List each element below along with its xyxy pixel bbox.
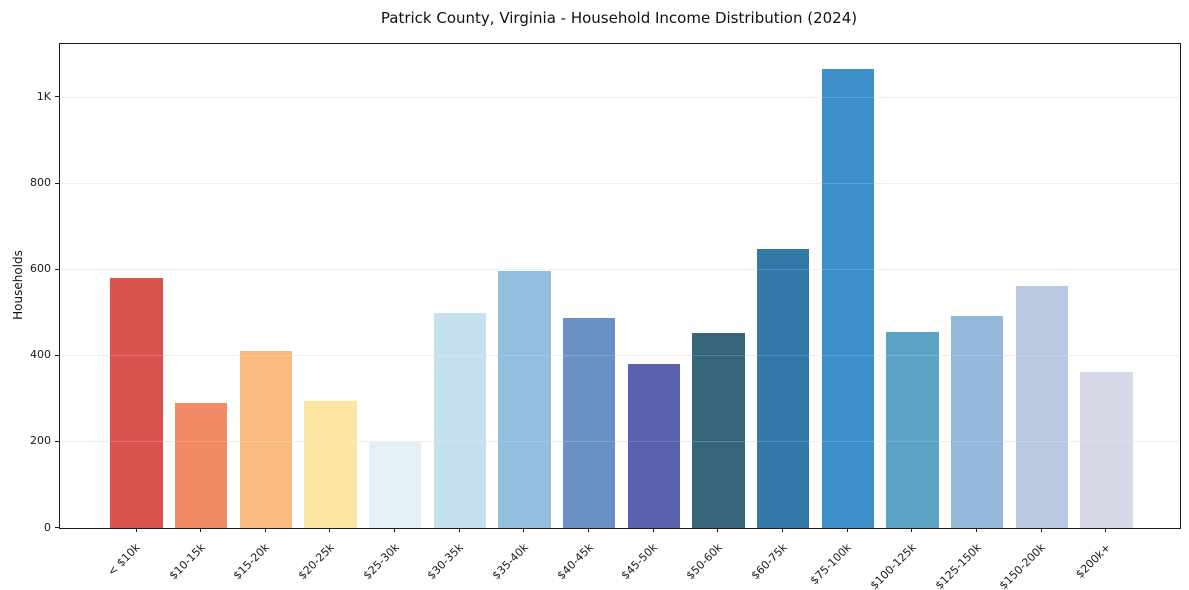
gridline-overlay-1K — [60, 96, 1180, 98]
x-tick-label-text: $15-20k — [231, 540, 273, 583]
bar-50-60k — [692, 332, 745, 528]
x-tick-mark-9 — [717, 528, 719, 532]
gridline-overlay-400 — [60, 355, 1180, 357]
gridline-y-1K — [60, 96, 1180, 98]
y-tick-mark-400 — [55, 354, 59, 356]
bar-200k — [1080, 371, 1133, 528]
x-tick-label-text: $45-50k — [619, 540, 661, 583]
bar-25-30k — [368, 441, 422, 528]
y-tick-mark-800 — [55, 182, 59, 184]
x-tick-label-text: < $10k — [105, 540, 144, 579]
bar-40-45k — [562, 317, 616, 528]
y-axis-label: Households — [11, 250, 25, 320]
x-tick-label-text: $35-40k — [489, 540, 532, 583]
bar-60-75k — [756, 248, 810, 528]
bar-75-100k — [821, 68, 874, 528]
y-tick-label-0: 0 — [44, 520, 51, 534]
x-tick-mark-2 — [264, 528, 266, 532]
y-tick-mark-200 — [55, 440, 59, 442]
bar-100-125k — [886, 331, 939, 528]
x-tick-label-text: $100-125k — [867, 540, 920, 590]
y-tick-mark-1K — [55, 96, 59, 98]
x-tick-mark-0 — [135, 528, 137, 532]
bar-20-25k — [304, 401, 357, 528]
bar-10k — [110, 278, 163, 528]
x-tick-label-text: $50-60k — [683, 540, 726, 583]
bar-15-20k — [239, 350, 292, 528]
y-tick-label-400: 400 — [30, 348, 51, 362]
x-tick-label-text: $200k+ — [1072, 540, 1113, 581]
x-tick-mark-10 — [782, 528, 784, 532]
gridline-y-400 — [60, 355, 1180, 357]
x-tick-mark-15 — [1105, 528, 1107, 532]
x-tick-label-text: $20-25k — [295, 540, 338, 583]
bar-45-50k — [627, 364, 680, 528]
y-tick-mark-600 — [55, 268, 59, 270]
x-tick-mark-8 — [652, 528, 654, 532]
x-tick-label-text: $60-75k — [748, 540, 790, 583]
x-tick-mark-3 — [329, 528, 331, 532]
x-tick-mark-14 — [1040, 528, 1042, 532]
x-tick-label-text: $75-100k — [808, 540, 855, 588]
bar-125-150k — [950, 315, 1004, 528]
x-tick-label-text: $150-200k — [997, 540, 1049, 590]
plot-area — [59, 43, 1181, 529]
x-tick-mark-11 — [846, 528, 848, 532]
gridline-y-200 — [60, 441, 1180, 443]
bar-30-35k — [433, 313, 486, 528]
x-tick-mark-13 — [976, 528, 978, 532]
y-tick-label-600: 600 — [30, 262, 51, 276]
gridline-y-800 — [60, 183, 1180, 185]
chart-title: Patrick County, Virginia - Household Inc… — [380, 9, 858, 27]
y-tick-label-200: 200 — [30, 434, 51, 448]
x-tick-label-text: $25-30k — [360, 540, 402, 583]
x-tick-label-text: $10-15k — [166, 540, 208, 583]
bar-150-200k — [1015, 286, 1068, 528]
x-tick-label-text: $40-45k — [554, 540, 596, 583]
x-tick-mark-5 — [458, 528, 460, 532]
bar-10-15k — [174, 402, 228, 528]
bar-35-40k — [498, 270, 551, 528]
x-tick-label-text: $30-35k — [425, 540, 467, 583]
gridline-overlay-800 — [60, 183, 1180, 185]
x-tick-mark-6 — [523, 528, 525, 532]
gridline-overlay-600 — [60, 269, 1180, 271]
x-tick-mark-12 — [911, 528, 913, 532]
gridline-y-600 — [60, 269, 1180, 271]
x-tick-mark-7 — [588, 528, 590, 532]
gridline-overlay-200 — [60, 441, 1180, 443]
y-tick-label-800: 800 — [30, 176, 51, 190]
y-tick-label-1K: 1K — [36, 89, 51, 103]
x-tick-mark-4 — [394, 528, 396, 532]
x-tick-label-text: $125-150k — [932, 540, 984, 590]
y-tick-mark-0 — [55, 527, 59, 528]
x-tick-mark-1 — [200, 528, 202, 532]
